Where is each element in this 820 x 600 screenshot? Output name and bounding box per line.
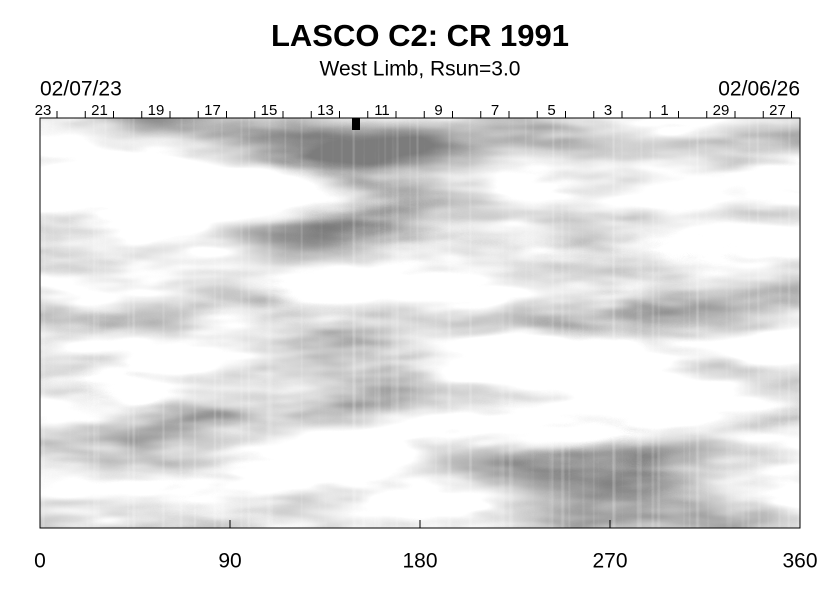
day-label: 7 bbox=[491, 102, 499, 119]
day-label: 23 bbox=[35, 102, 52, 119]
day-label: 11 bbox=[374, 102, 390, 119]
x-tick-label: 270 bbox=[592, 550, 627, 573]
day-label: 5 bbox=[547, 102, 555, 119]
x-tick-label: 360 bbox=[782, 550, 817, 573]
chart-title: LASCO C2: CR 1991 bbox=[271, 18, 569, 53]
day-label: 9 bbox=[434, 102, 442, 119]
day-label: 29 bbox=[713, 102, 730, 119]
synoptic-image bbox=[40, 118, 800, 528]
day-label: 27 bbox=[769, 102, 786, 119]
start-date: 02/07/23 bbox=[40, 78, 122, 101]
day-label: 19 bbox=[148, 102, 165, 119]
day-label: 3 bbox=[604, 102, 612, 119]
day-label: 21 bbox=[91, 102, 108, 119]
x-tick-label: 90 bbox=[218, 550, 241, 573]
day-label: 17 bbox=[204, 102, 221, 119]
x-tick-label: 180 bbox=[402, 550, 437, 573]
day-label: 13 bbox=[317, 102, 334, 119]
x-tick-label: 0 bbox=[34, 550, 46, 573]
day-label: 15 bbox=[261, 102, 278, 119]
end-date: 02/06/26 bbox=[718, 78, 800, 101]
day-label: 1 bbox=[660, 102, 668, 119]
chart-subtitle: West Limb, Rsun=3.0 bbox=[320, 58, 521, 81]
